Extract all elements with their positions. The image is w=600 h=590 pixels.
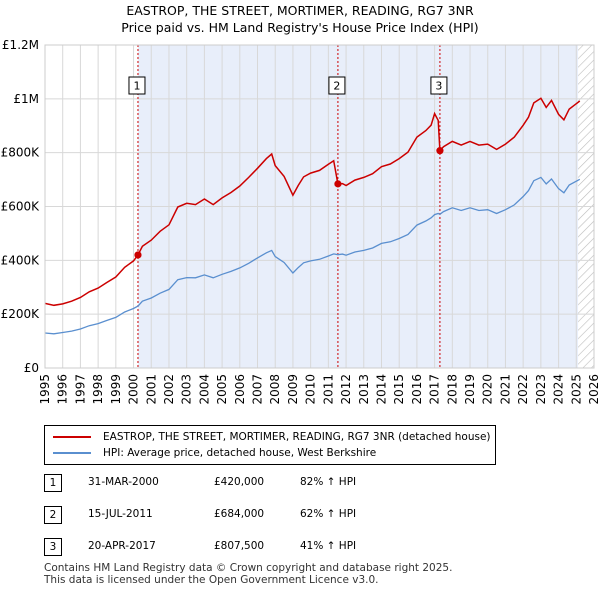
legend-label-property: EASTROP, THE STREET, MORTIMER, READING, … — [103, 431, 491, 443]
legend-swatch-hpi — [53, 452, 91, 454]
sale-hpi-change: 41% ↑ HPI — [300, 540, 357, 552]
sale-marker-number: 3 — [435, 80, 442, 93]
x-tick-label: 2024 — [552, 374, 566, 405]
x-tick-label: 2007 — [251, 374, 265, 405]
x-tick-label: 2025 — [569, 374, 583, 405]
title-line-1: EASTROP, THE STREET, MORTIMER, READING, … — [126, 3, 474, 18]
sale-points — [134, 147, 444, 259]
y-tick-label: £1M — [13, 92, 39, 106]
x-tick-label: 2017 — [428, 374, 442, 405]
hpi-series-line — [44, 176, 581, 335]
x-tick-label: 2016 — [410, 374, 424, 405]
x-tick-label: 1995 — [38, 374, 52, 405]
sale-row: 3 20-APR-2017 £807,500 41% ↑ HPI — [44, 537, 464, 557]
title-line-2: Price paid vs. HM Land Registry's House … — [121, 20, 479, 35]
footer-line-2: This data is licensed under the Open Gov… — [44, 574, 379, 586]
legend: EASTROP, THE STREET, MORTIMER, READING, … — [44, 425, 496, 465]
x-tick-label: 2015 — [392, 374, 406, 405]
y-tick-label: £800K — [1, 146, 41, 160]
legend-swatch-property — [53, 436, 91, 438]
y-tick-label: £200K — [1, 307, 41, 321]
x-tick-label: 2003 — [180, 374, 194, 405]
y-tick-label: £0 — [24, 361, 39, 375]
x-tick-label: 2006 — [233, 374, 247, 405]
x-tick-label: 2000 — [127, 374, 141, 405]
sale-number-badge: 3 — [44, 538, 62, 556]
sale-price: £684,000 — [214, 508, 265, 520]
x-tick-label: 1998 — [91, 374, 105, 405]
x-tick-label: 2023 — [534, 374, 548, 405]
y-tick-label: £600K — [1, 200, 41, 214]
x-tick-label: 2018 — [445, 374, 459, 405]
price-chart: 1 2 3 £0 £200K £400K £600K £800K £1M £1.2M 1995 1… — [1, 38, 600, 405]
x-tick-label: 2020 — [481, 374, 495, 405]
sale-number-badge: 1 — [44, 474, 62, 492]
x-tick-label: 2009 — [286, 374, 300, 405]
sale-marker-number: 1 — [133, 80, 140, 93]
x-tick-label: 2013 — [357, 374, 371, 405]
x-tick-label: 2008 — [268, 374, 282, 405]
x-tick-label: 2021 — [498, 374, 512, 405]
legend-label-hpi: HPI: Average price, detached house, West… — [103, 447, 377, 459]
sale-row: 1 31-MAR-2000 £420,000 82% ↑ HPI — [44, 473, 464, 493]
sale-row: 2 15-JUL-2011 £684,000 62% ↑ HPI — [44, 505, 464, 525]
sale-point — [436, 147, 444, 155]
sale-hpi-change: 62% ↑ HPI — [300, 508, 357, 520]
x-tick-label: 2004 — [197, 374, 211, 405]
sale-point — [134, 251, 142, 259]
sale-marker-box — [430, 76, 448, 95]
x-tick-label: 2001 — [144, 374, 158, 405]
x-tick-label: 2010 — [304, 374, 318, 405]
x-tick-label: 2002 — [162, 374, 176, 405]
sale-price: £420,000 — [214, 476, 265, 488]
y-tick-label: £400K — [1, 253, 41, 267]
sale-marker-box — [128, 76, 146, 95]
y-tick-label: £1.2M — [2, 38, 39, 52]
x-tick-label: 2011 — [321, 374, 335, 405]
x-tick-label: 2022 — [516, 374, 530, 405]
x-tick-label: 2019 — [463, 374, 477, 405]
sale-date: 31-MAR-2000 — [88, 476, 159, 488]
property-series-line — [44, 97, 581, 307]
plot-border — [44, 44, 595, 369]
x-tick-label: 1997 — [73, 374, 87, 405]
legend-item-hpi: HPI: Average price, detached house, West… — [53, 445, 376, 461]
sale-marker-number: 2 — [333, 80, 340, 93]
y-axis-ticks: £0 £200K £400K £600K £800K £1M £1.2M — [1, 38, 41, 375]
footer-attribution: Contains HM Land Registry data © Crown c… — [44, 562, 452, 586]
x-tick-label: 2014 — [374, 374, 388, 405]
x-tick-label: 2012 — [339, 374, 353, 405]
sale-number-badge: 2 — [44, 506, 62, 524]
sale-marker-box — [328, 76, 346, 95]
sale-price: £807,500 — [214, 540, 265, 552]
sale-hpi-change: 82% ↑ HPI — [300, 476, 357, 488]
chart-title: EASTROP, THE STREET, MORTIMER, READING, … — [0, 2, 600, 36]
sale-date: 20-APR-2017 — [88, 540, 156, 552]
footer-line-1: Contains HM Land Registry data © Crown c… — [44, 562, 453, 574]
x-tick-label: 2026 — [587, 374, 600, 405]
x-tick-label: 1999 — [109, 374, 123, 405]
x-tick-label: 1996 — [56, 374, 70, 405]
x-tick-label: 2005 — [215, 374, 229, 405]
sale-marker-labels: 1 2 3 — [128, 76, 448, 95]
x-axis-ticks: 1995 1996 1997 1998 1999 2000 2001 2002 2003 2004… — [38, 374, 600, 405]
sale-point — [334, 180, 342, 188]
sale-marker-lines — [137, 45, 441, 368]
sale-date: 15-JUL-2011 — [88, 508, 153, 520]
legend-item-property: EASTROP, THE STREET, MORTIMER, READING, … — [53, 429, 491, 445]
